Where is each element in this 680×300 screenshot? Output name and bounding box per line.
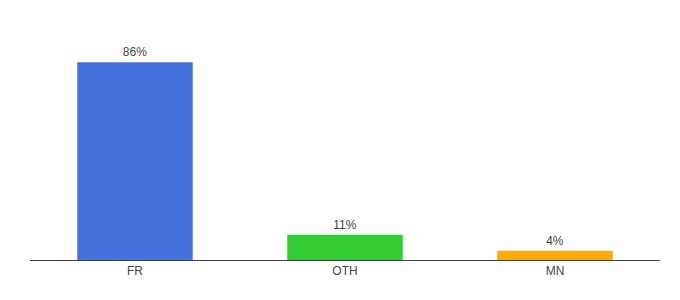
svg-text:11%: 11% (333, 218, 356, 232)
svg-text:4%: 4% (546, 234, 564, 248)
svg-text:OTH: OTH (332, 264, 357, 278)
svg-text:FR: FR (127, 264, 143, 278)
svg-text:86%: 86% (123, 45, 147, 59)
svg-text:MN: MN (546, 264, 565, 278)
